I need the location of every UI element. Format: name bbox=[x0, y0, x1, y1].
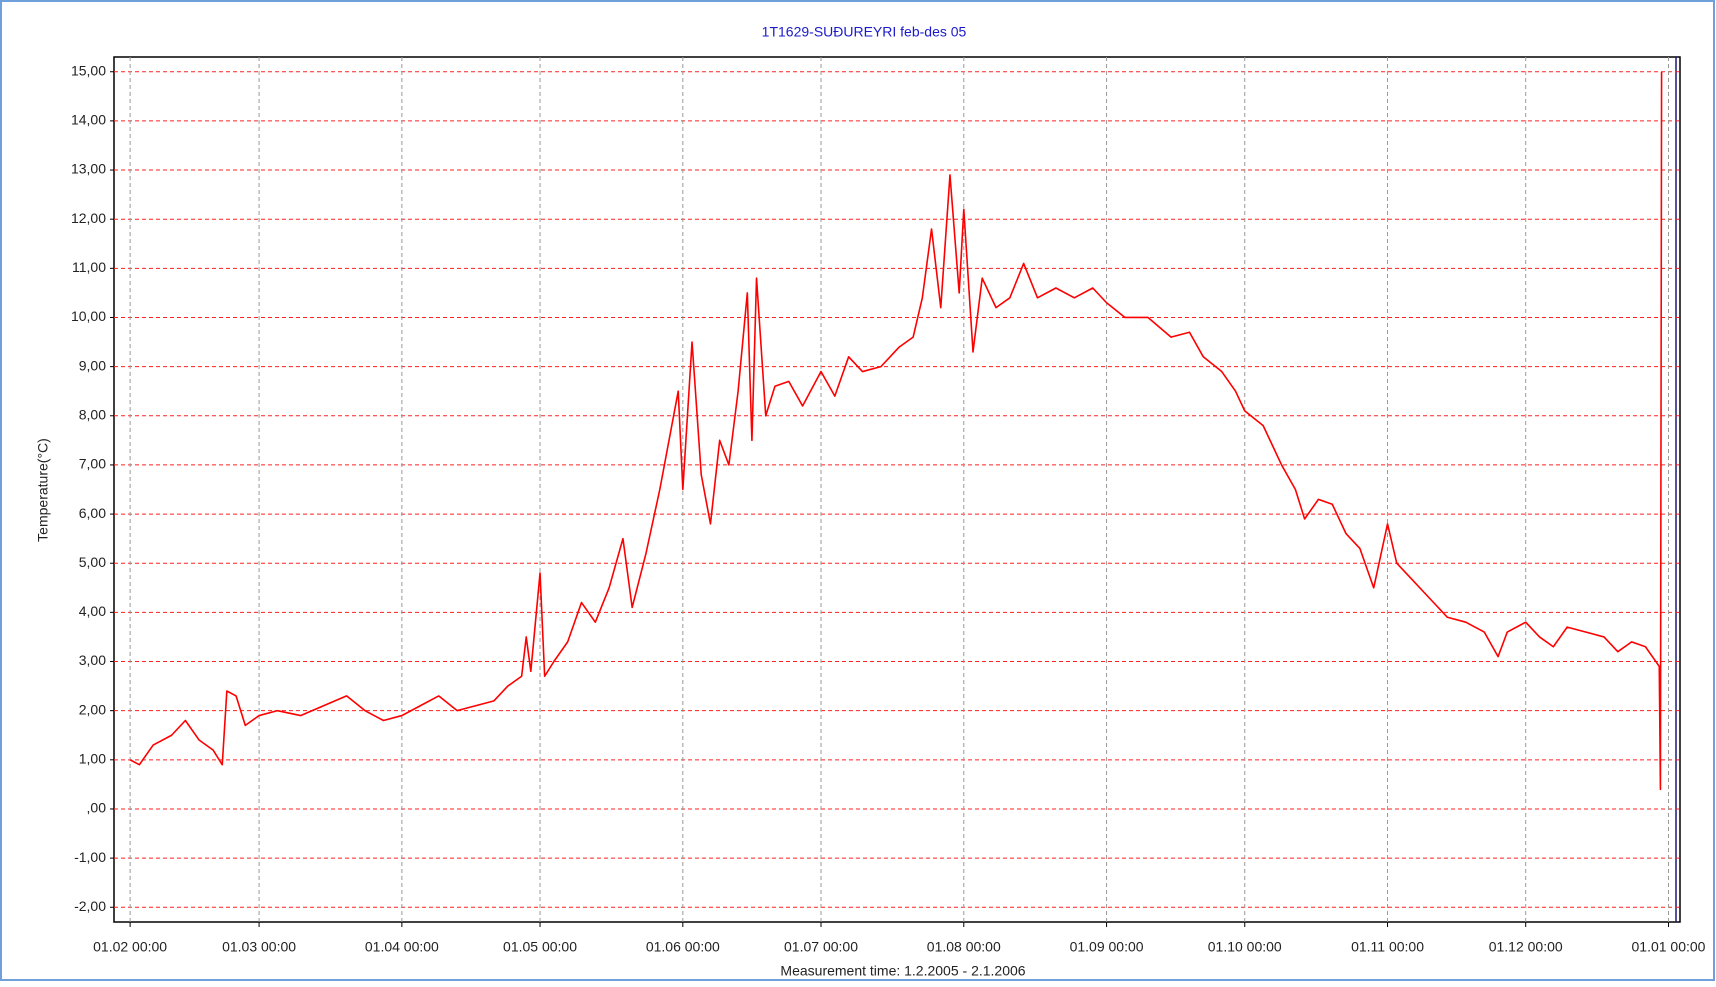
y-tick-label: 2,00 bbox=[79, 701, 106, 717]
x-tick-label: 01.07 00:00 bbox=[784, 939, 858, 955]
y-tick-label: 15,00 bbox=[71, 62, 106, 78]
y-tick-label: ,00 bbox=[87, 800, 107, 816]
y-tick-label: 3,00 bbox=[79, 652, 106, 668]
y-tick-label: 12,00 bbox=[71, 210, 106, 226]
x-tick-label: 01.04 00:00 bbox=[365, 939, 439, 955]
y-tick-label: 9,00 bbox=[79, 357, 106, 373]
y-tick-label: 8,00 bbox=[79, 406, 106, 422]
x-tick-label: 01.03 00:00 bbox=[222, 939, 296, 955]
plot-frame bbox=[113, 56, 1681, 923]
x-tick-label: 01.06 00:00 bbox=[646, 939, 720, 955]
x-tick-label: 01.10 00:00 bbox=[1208, 939, 1282, 955]
y-tick-label: 5,00 bbox=[79, 554, 106, 570]
x-tick-label: 01.05 00:00 bbox=[503, 939, 577, 955]
x-tick-label: 01.08 00:00 bbox=[927, 939, 1001, 955]
x-tick-label: 01.12 00:00 bbox=[1489, 939, 1563, 955]
x-tick-label: 01.02 00:00 bbox=[93, 939, 167, 955]
y-tick-label: 4,00 bbox=[79, 603, 106, 619]
chart-title: 1T1629-SUÐUREYRI feb-des 05 bbox=[762, 24, 967, 40]
y-tick-label: 13,00 bbox=[71, 161, 106, 177]
x-axis-label: Measurement time: 1.2.2005 - 2.1.2006 bbox=[780, 963, 1025, 979]
y-tick-label: -2,00 bbox=[74, 898, 106, 914]
y-tick-label: 7,00 bbox=[79, 456, 106, 472]
x-tick-label: 01.11 00:00 bbox=[1351, 939, 1424, 955]
y-tick-label: 10,00 bbox=[71, 308, 106, 324]
y-tick-label: -1,00 bbox=[74, 849, 106, 865]
y-tick-label: 11,00 bbox=[72, 259, 106, 275]
data-line bbox=[129, 71, 1663, 791]
y-tick-label: 6,00 bbox=[79, 505, 106, 521]
x-tick-label: 01.01 00:00 bbox=[1632, 939, 1706, 955]
y-axis-label: Temperature(°C) bbox=[35, 438, 51, 542]
y-tick-label: 14,00 bbox=[71, 112, 106, 128]
y-tick-label: 1,00 bbox=[79, 751, 106, 767]
x-tick-label: 01.09 00:00 bbox=[1070, 939, 1144, 955]
